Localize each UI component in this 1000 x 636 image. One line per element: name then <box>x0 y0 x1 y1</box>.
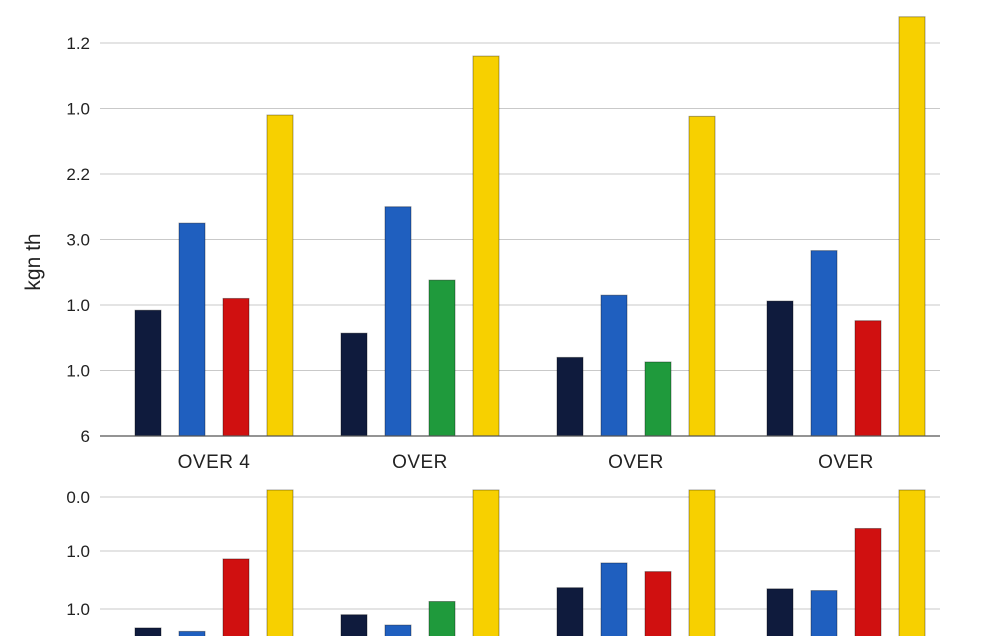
y-tick-label: 1.2 <box>66 34 90 53</box>
bar <box>472 55 500 437</box>
bar <box>428 279 456 437</box>
bar <box>384 206 412 437</box>
y-tick-label: 1.0 <box>66 296 90 315</box>
bar <box>222 558 250 636</box>
bar <box>644 571 672 636</box>
y-tick-label: 1.0 <box>66 100 90 119</box>
y-tick-label: 2.2 <box>66 165 90 184</box>
bar <box>810 250 838 437</box>
bar <box>222 297 250 437</box>
y-tick-label: 1.0 <box>66 362 90 381</box>
x-category-label: OVER <box>608 452 664 473</box>
bar <box>600 294 628 437</box>
bar <box>766 588 794 636</box>
bar <box>428 601 456 636</box>
y-tick-label: 1.0 <box>66 600 90 619</box>
bar <box>688 489 716 636</box>
bar <box>688 115 716 437</box>
bar <box>898 489 926 636</box>
bar <box>340 614 368 636</box>
x-category-label: OVER 4 <box>178 452 251 473</box>
bar <box>266 489 294 636</box>
bar <box>134 309 162 437</box>
y-axis-label: kgn th <box>22 233 45 290</box>
y-tick-label: 1.0 <box>66 542 90 561</box>
bar <box>556 587 584 636</box>
bar <box>266 114 294 437</box>
bar <box>472 489 500 636</box>
y-tick-label: 0.0 <box>66 488 90 507</box>
y-tick-label: 6 <box>81 427 90 446</box>
bar <box>810 590 838 636</box>
bottom-panel: 0.0 1.0 1.0 <box>66 488 940 636</box>
top-panel: 6 1.0 1.0 3.0 2.2 1.0 1.2 OVER 4 OVER OVER OVER kgn… <box>22 16 940 473</box>
bar <box>556 356 584 437</box>
bar <box>766 300 794 437</box>
x-category-label: OVER <box>818 452 874 473</box>
x-category-label: OVER <box>392 452 448 473</box>
bar <box>134 627 162 636</box>
y-tick-label: 3.0 <box>66 231 90 250</box>
bar <box>384 624 412 636</box>
bar <box>600 562 628 636</box>
bar <box>178 222 206 437</box>
bar <box>854 527 882 636</box>
bar <box>854 320 882 437</box>
bar <box>898 16 926 437</box>
bar <box>644 361 672 437</box>
bar <box>340 332 368 437</box>
bar <box>178 630 206 636</box>
